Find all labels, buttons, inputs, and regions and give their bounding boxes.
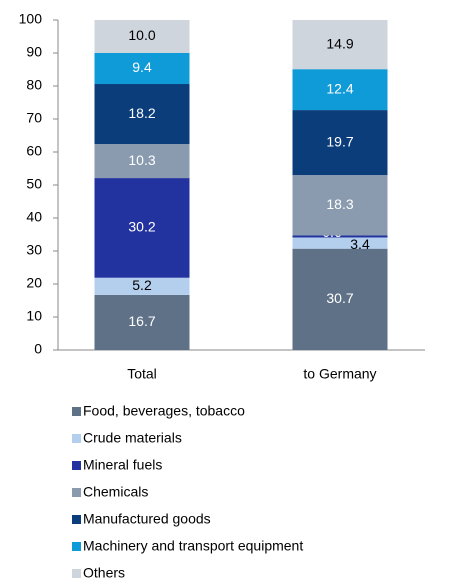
bar-segment: [292, 69, 388, 111]
value-label: 30.7: [326, 290, 353, 306]
value-label: 5.2: [132, 277, 152, 293]
value-label: 14.9: [326, 35, 353, 51]
legend-swatch: [72, 569, 81, 578]
bar-segment: [292, 110, 388, 176]
legend-swatch: [72, 488, 81, 497]
y-tick-label: 40: [26, 209, 42, 225]
value-label: 18.3: [326, 196, 353, 212]
value-label: 18.2: [128, 105, 155, 121]
legend-swatch: [72, 515, 81, 524]
y-tick-label: 100: [19, 11, 43, 27]
value-label: 12.4: [326, 80, 353, 96]
value-label: 16.7: [128, 313, 155, 329]
y-tick-label: 60: [26, 143, 42, 159]
y-tick-label: 10: [26, 308, 42, 324]
y-tick-label: 20: [26, 275, 42, 291]
legend-swatch: [72, 461, 81, 470]
bar-segment: [94, 294, 190, 350]
legend-label: Food, beverages, tobacco: [83, 403, 245, 419]
legend-label: Others: [83, 565, 125, 581]
bar-segment: [292, 237, 388, 249]
value-label: 30.2: [128, 219, 155, 235]
legend-label: Chemicals: [83, 484, 148, 500]
bar-segment: [292, 235, 388, 238]
y-tick-label: 50: [26, 176, 42, 192]
y-tick-label: 0: [34, 341, 42, 357]
value-label: 9.4: [132, 59, 152, 75]
bar-segment: [94, 277, 190, 295]
bar-segment: [94, 178, 190, 278]
x-tick-label: Total: [127, 366, 157, 382]
value-label: 10.0: [128, 27, 155, 43]
bar-segment: [94, 53, 190, 85]
legend-label: Machinery and transport equipment: [83, 538, 303, 554]
y-tick-label: 30: [26, 242, 42, 258]
legend-label: Manufactured goods: [83, 511, 211, 527]
x-tick-label: to Germany: [303, 366, 376, 382]
bar-segment: [94, 20, 190, 53]
y-tick-label: 80: [26, 77, 42, 93]
legend-swatch: [72, 542, 81, 551]
bar-segment: [94, 144, 190, 179]
legend-swatch: [72, 407, 81, 416]
y-tick-label: 90: [26, 44, 42, 60]
value-label: 3.4: [350, 236, 370, 252]
bar-segment: [292, 248, 388, 350]
legend-label: Mineral fuels: [83, 457, 162, 473]
bar-segment: [292, 20, 388, 70]
y-tick-label: 70: [26, 110, 42, 126]
bar-segment: [94, 84, 190, 145]
value-label: 19.7: [326, 133, 353, 149]
value-label: 10.3: [128, 152, 155, 168]
legend-label: Crude materials: [83, 430, 182, 446]
bar-segment: [292, 175, 388, 236]
legend-swatch: [72, 434, 81, 443]
